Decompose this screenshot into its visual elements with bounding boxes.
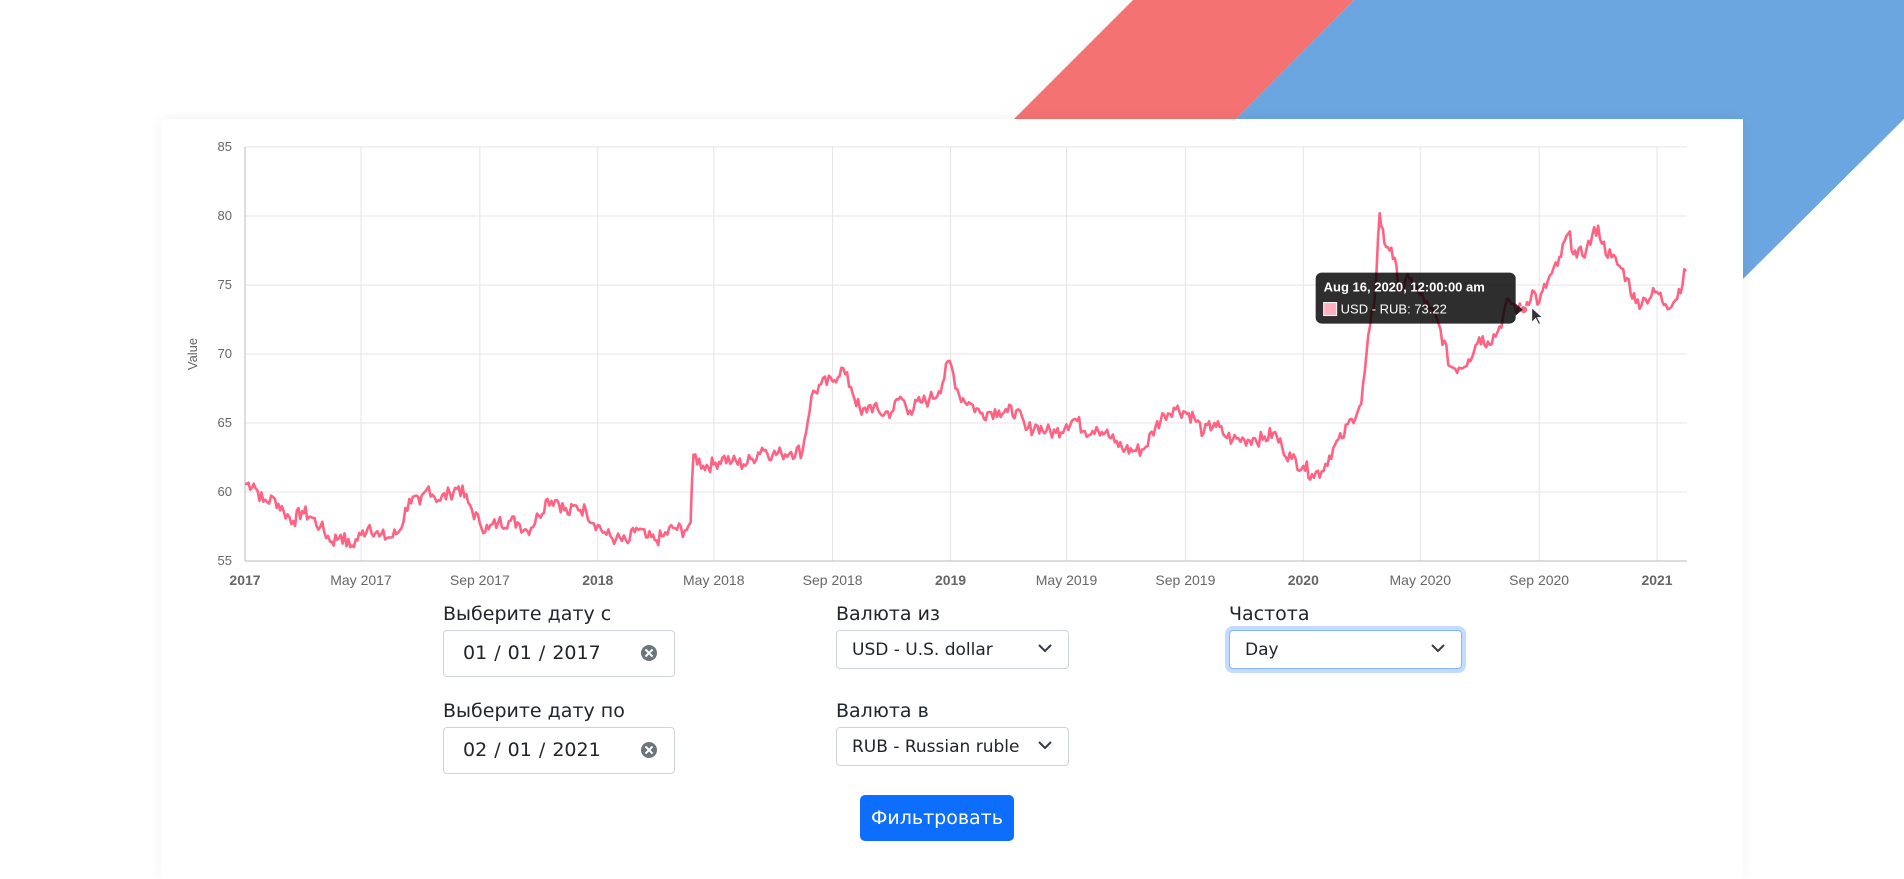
frequency-select[interactable]: Day — [1229, 630, 1462, 669]
x-tick-label: 2020 — [1288, 572, 1319, 588]
x-tick-label: 2017 — [229, 572, 260, 588]
chevron-down-icon — [1038, 644, 1052, 653]
currency-to-label: Валюта в — [836, 700, 929, 722]
date-from-value: 01 / 01 / 2017 — [463, 642, 601, 664]
x-tick-label: May 2017 — [330, 572, 392, 588]
series-line — [244, 211, 1687, 549]
frequency-label: Частота — [1229, 603, 1310, 625]
x-tick-label: 2018 — [582, 572, 613, 588]
tooltip-box — [1315, 272, 1516, 324]
tooltip-caret — [1515, 303, 1523, 316]
y-tick-label: 80 — [218, 208, 232, 223]
date-to-value: 02 / 01 / 2021 — [463, 739, 601, 761]
x-tick-label: 2021 — [1641, 572, 1672, 588]
x-tick-label: Sep 2020 — [1509, 572, 1569, 588]
chart-card: 55 60 65 70 75 80 85 2017 May 2017 Sep 2017 2018 Ma… — [161, 119, 1743, 879]
date-from-input[interactable]: 01 / 01 / 2017 — [443, 630, 675, 677]
currency-from-label: Валюта из — [836, 603, 941, 625]
y-axis-title: Value — [185, 338, 200, 370]
currency-to-value: RUB - Russian ruble — [852, 737, 1020, 757]
y-tick-label: 70 — [218, 346, 232, 361]
date-to-label: Выберите дату по — [443, 700, 625, 722]
blue-stripe-decoration — [1236, 0, 1904, 279]
currency-from-value: USD - U.S. dollar — [852, 640, 993, 660]
x-tick-label: May 2019 — [1036, 572, 1098, 588]
red-stripe-decoration — [1014, 0, 1354, 119]
x-tick-label: May 2020 — [1390, 572, 1452, 588]
mouse-cursor-icon — [1531, 306, 1544, 326]
currency-to-select[interactable]: RUB - Russian ruble — [836, 727, 1069, 766]
x-tick-label: Sep 2018 — [803, 572, 863, 588]
x-tick-label: Sep 2019 — [1155, 572, 1215, 588]
x-tick-label: Sep 2017 — [450, 572, 510, 588]
background-decoration — [1014, 0, 1904, 279]
y-tick-label: 85 — [218, 139, 232, 154]
chevron-down-icon — [1431, 644, 1445, 653]
y-tick-label: 75 — [218, 277, 232, 292]
y-tick-label: 60 — [218, 484, 232, 499]
y-tick-label: 55 — [218, 553, 232, 568]
tooltip-title: Aug 16, 2020, 12:00:00 am — [1324, 280, 1485, 295]
tooltip-color-swatch — [1323, 302, 1338, 317]
x-tick-label: 2019 — [935, 572, 966, 588]
date-from-label: Выберите дату с — [443, 603, 612, 625]
chart-tooltip: Aug 16, 2020, 12:00:00 am USD - RUB: 73.2… — [1315, 272, 1523, 324]
filter-button[interactable]: Фильтровать — [860, 795, 1014, 841]
frequency-value: Day — [1245, 640, 1279, 660]
chevron-down-icon — [1038, 741, 1052, 750]
x-tick-label: May 2018 — [683, 572, 745, 588]
exchange-rate-chart[interactable]: 55 60 65 70 75 80 85 2017 May 2017 Sep 2017 2018 Ma… — [161, 119, 1743, 599]
clear-icon[interactable] — [641, 742, 657, 758]
clear-icon[interactable] — [641, 645, 657, 661]
currency-from-select[interactable]: USD - U.S. dollar — [836, 630, 1069, 669]
tooltip-label: USD - RUB: 73.22 — [1341, 302, 1447, 317]
y-tick-label: 65 — [218, 415, 232, 430]
date-to-input[interactable]: 02 / 01 / 2021 — [443, 727, 675, 774]
